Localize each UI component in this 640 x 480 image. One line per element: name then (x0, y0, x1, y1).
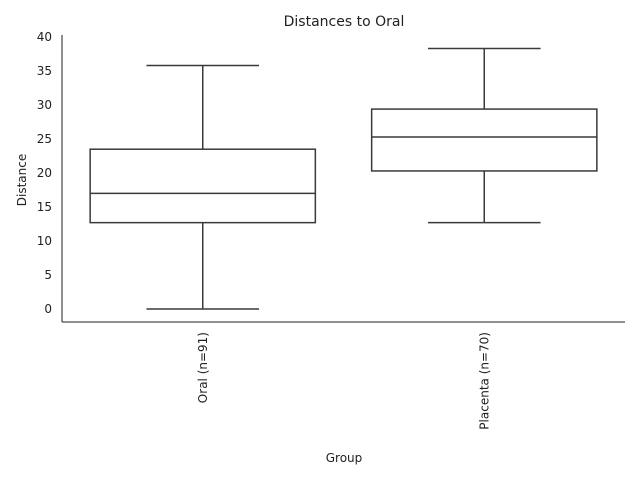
x-tick-label: Oral (n=91) (196, 332, 210, 403)
iqr-box (89, 148, 317, 224)
box-placenta (370, 47, 598, 224)
y-tick-label: 25 (37, 132, 52, 146)
y-tick-label: 15 (37, 200, 52, 214)
y-tick-label: 10 (37, 234, 52, 248)
chart-title: Distances to Oral (284, 14, 405, 30)
x-tick-group: Oral (n=91) Placenta (n=70) (196, 332, 492, 430)
y-tick-label: 35 (37, 64, 52, 78)
y-tick-label: 20 (37, 166, 52, 180)
box-group (89, 47, 598, 310)
y-tick-label: 40 (37, 30, 52, 44)
x-axis-label: Group (326, 451, 363, 465)
iqr-box (370, 108, 598, 172)
box-oral (89, 64, 317, 310)
y-axis-label: Distance (15, 154, 29, 206)
y-tick-group: 0 5 10 15 20 25 30 35 40 (37, 30, 52, 316)
y-tick-label: 30 (37, 98, 52, 112)
x-tick-label: Placenta (n=70) (477, 332, 491, 430)
y-tick-label: 0 (44, 302, 52, 316)
y-tick-label: 5 (44, 268, 52, 282)
